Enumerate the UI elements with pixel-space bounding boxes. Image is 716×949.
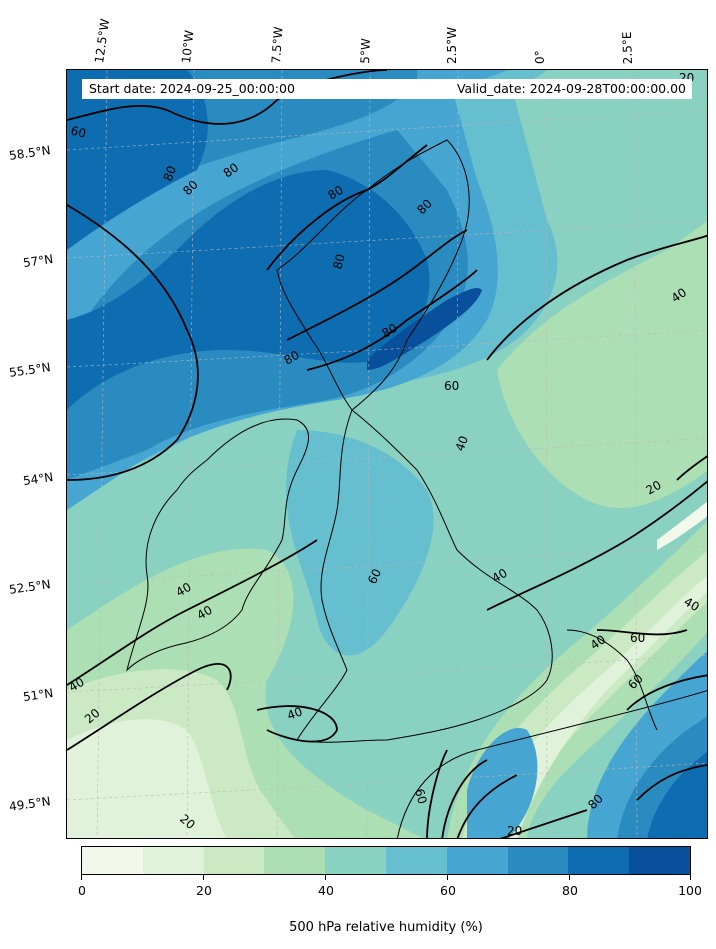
colorbar-segment (203, 847, 265, 874)
fill-band-50-60-south-central (286, 430, 434, 656)
colorbar-tick-label-100: 100 (678, 883, 702, 898)
colorbar-tick-0 (81, 875, 82, 880)
colorbar (81, 846, 691, 875)
contour-line-80-scotland (266, 144, 428, 271)
contour-label: 40 (453, 434, 471, 453)
contour-line-40-east (486, 234, 707, 361)
lon-label-7-5w: 7.5°W (269, 26, 286, 64)
fill-band-80-90-northwest (67, 70, 208, 250)
contour-line-60-south (426, 749, 448, 838)
contour-line-40-southeast (486, 480, 707, 611)
contour-label: 60 (630, 631, 645, 645)
contour-label: 40 (682, 594, 702, 614)
contour-line-60-northwest (67, 204, 199, 481)
colorbar-title: 500 hPa relative humidity (%) (289, 920, 483, 935)
lat-label-57n: 57°N (22, 251, 55, 271)
colorbar-segment (325, 847, 386, 874)
fill-band-0-10-streak (657, 501, 707, 550)
colorbar-tick-label-0: 0 (78, 883, 86, 898)
contour-line-60-north (67, 70, 388, 125)
valid-date-text: Valid_date: 2024-09-28T00:00:00.00 (456, 81, 686, 96)
lon-label-0: 0° (533, 50, 547, 64)
fill-band-30-40-east (497, 221, 707, 508)
colorbar-tick-60 (447, 875, 448, 880)
contour-label: 40 (285, 704, 304, 722)
colorbar-tick-label-60: 60 (440, 883, 456, 898)
contour-line-80-southeast (636, 764, 707, 801)
contour-lines (67, 70, 707, 838)
colorbar-segment (446, 847, 508, 874)
contour-label: 80 (326, 183, 346, 203)
contour-label: 60 (412, 787, 429, 805)
contour-line-20-southeast (676, 455, 707, 481)
colorbar-segment (82, 847, 143, 874)
contour-label: 80 (380, 321, 400, 341)
humidity-map: 20 60 80 80 80 80 80 80 80 80 60 40 40 2… (67, 70, 707, 838)
lon-label-2-5e: 2.5°E (619, 31, 635, 65)
contour-label: 60 (69, 123, 87, 140)
colorbar-tick-100 (690, 875, 691, 880)
contour-label: 40 (490, 566, 510, 586)
colorbar-tick-20 (203, 875, 204, 880)
contour-label: 80 (330, 252, 347, 270)
lon-label-5w: 5°W (358, 38, 373, 64)
lon-label-2-5w: 2.5°W (445, 27, 459, 64)
colorbar-tick-40 (325, 875, 326, 880)
contour-label: 40 (174, 580, 194, 600)
lat-label-58-5n: 58.5°N (8, 143, 52, 163)
colorbar-segment (264, 847, 326, 874)
colorbar-tick-label-40: 40 (318, 883, 334, 898)
contour-line-20-southwest (67, 663, 232, 751)
coastline-england-wales (296, 409, 553, 743)
contour-line-40-south-2 (441, 759, 488, 838)
contour-label: 60 (444, 379, 459, 393)
lat-label-49-5n: 49.5°N (8, 794, 52, 814)
lat-label-51n: 51°N (22, 685, 55, 705)
colorbar-segment (568, 847, 630, 874)
start-date-text: Start date: 2024-09-25_00:00:00 (89, 81, 295, 96)
lat-label-54n: 54°N (22, 469, 55, 489)
coastline-france (396, 690, 707, 838)
contour-line-40-southwest (67, 539, 318, 686)
contour-line-80-scotland-3 (306, 269, 478, 371)
contour-label: 20 (644, 478, 664, 498)
colorbar-tick-80 (569, 875, 570, 880)
colorbar-segment (385, 847, 447, 874)
lat-label-52-5n: 52.5°N (8, 577, 52, 597)
coastline-ireland (126, 418, 310, 672)
contour-label: 80 (161, 164, 179, 183)
colorbar-tick-label-80: 80 (562, 883, 578, 898)
contour-label: 40 (67, 675, 87, 695)
contour-label: 80 (282, 348, 302, 368)
contour-line-80-scotland-2 (286, 229, 468, 341)
fill-band-90-100-streak (367, 288, 482, 370)
contour-line-20-south (456, 774, 518, 838)
border-france-belgium (566, 629, 658, 731)
contour-line-60-southeast (596, 629, 688, 636)
lon-label-10w: 10°W (179, 29, 197, 65)
contour-label: 40 (195, 603, 215, 623)
colorbar-tick-label-20: 20 (196, 883, 212, 898)
contour-line-40-south (256, 705, 338, 743)
colorbar-segment (507, 847, 569, 874)
fill-band-10-20-southwest (67, 719, 227, 838)
colorbar-segment (629, 847, 690, 874)
fill-band-80-90-southeast (647, 751, 707, 838)
lon-label-12-5w: 12.5°W (92, 17, 113, 65)
date-info-box: Start date: 2024-09-25_00:00:00 Valid_da… (82, 79, 692, 99)
map-panel: 20 60 80 80 80 80 80 80 80 80 60 40 40 2… (66, 69, 708, 839)
contour-line-20-southeast-low (500, 809, 588, 838)
contour-line-60-east-south (626, 674, 707, 711)
graticule (67, 70, 707, 838)
contour-label: 20 (507, 824, 522, 838)
colorbar-segment (142, 847, 204, 874)
contour-label: 60 (365, 567, 384, 587)
fill-band-80-90-central (67, 170, 430, 410)
lat-label-55-5n: 55.5°N (8, 360, 52, 380)
